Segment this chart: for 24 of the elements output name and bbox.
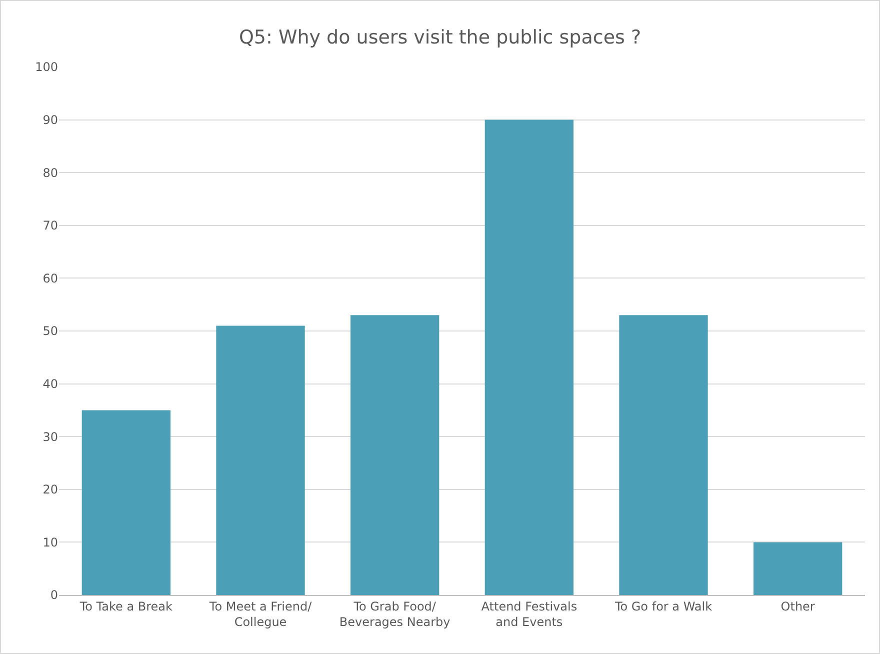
y-tick-label: 80	[42, 166, 58, 180]
y-tick-label: 20	[42, 482, 58, 497]
x-tick-label: To Take a Break	[78, 599, 173, 614]
y-tick-label: 60	[42, 271, 58, 286]
x-tick-label: To Meet a Friend/ Collegue	[208, 599, 313, 629]
y-tick-label: 50	[42, 324, 58, 338]
x-tick-label: To Grab Food/ Beverages Nearby	[339, 599, 450, 629]
x-tick-label: Attend Festivals and Events	[481, 599, 578, 629]
y-tick-label: 90	[42, 113, 58, 127]
bar	[619, 315, 708, 595]
y-tick-label: 30	[42, 430, 58, 444]
x-tick-label: To Go for a Walk	[614, 599, 712, 614]
y-tick-label: 70	[42, 218, 58, 233]
y-tick-label: 40	[42, 377, 58, 391]
x-tick-label: Other	[780, 599, 815, 614]
bar	[754, 542, 842, 595]
bar	[216, 326, 305, 595]
bar	[484, 120, 574, 595]
y-tick-label: 0	[50, 588, 58, 602]
bar	[350, 315, 440, 595]
bar	[82, 410, 170, 595]
y-tick-label: 10	[42, 535, 58, 550]
chart-title: Q5: Why do users visit the public spaces ?	[238, 26, 642, 49]
y-tick-label: 100	[35, 60, 58, 74]
